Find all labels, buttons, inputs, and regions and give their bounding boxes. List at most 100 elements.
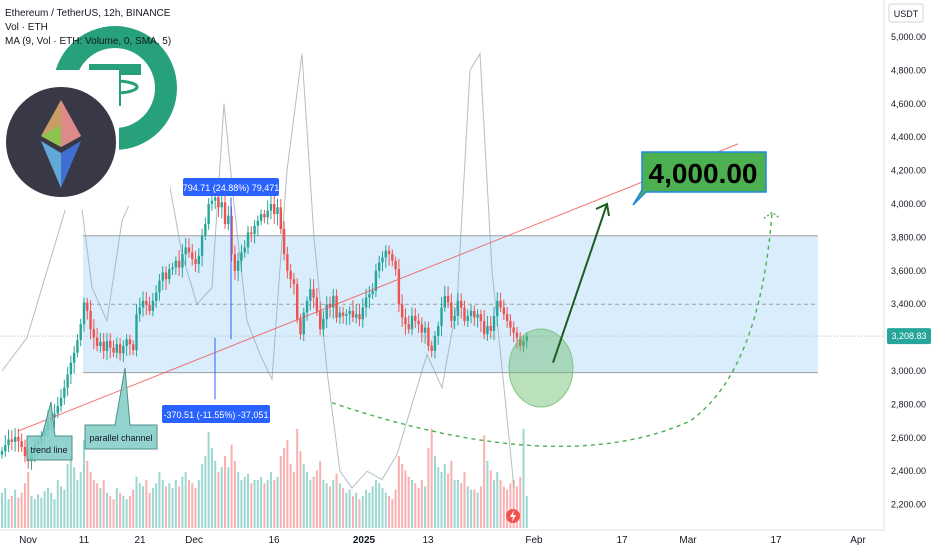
candle-body[interactable]	[266, 210, 269, 218]
candle-body[interactable]	[469, 310, 473, 316]
candle-body[interactable]	[66, 374, 69, 388]
candle-body[interactable]	[122, 345, 125, 354]
candle-body[interactable]	[86, 302, 89, 311]
candle-body[interactable]	[519, 337, 522, 346]
candle-body[interactable]	[302, 312, 305, 335]
candle-body[interactable]	[391, 254, 394, 261]
candle-body[interactable]	[515, 332, 519, 338]
candle-body[interactable]	[207, 204, 210, 225]
target-arrow[interactable]	[552, 203, 608, 363]
candle-body[interactable]	[479, 314, 483, 321]
candle-body[interactable]	[279, 207, 282, 230]
candle-body[interactable]	[141, 300, 145, 308]
candle-body[interactable]	[95, 337, 99, 346]
candle-body[interactable]	[397, 269, 401, 305]
candle-body[interactable]	[325, 304, 328, 320]
candle-body[interactable]	[309, 289, 312, 301]
candle-body[interactable]	[423, 327, 427, 333]
projection-curve[interactable]	[331, 212, 773, 448]
candle-body[interactable]	[161, 272, 164, 281]
candle-body[interactable]	[338, 312, 342, 318]
candle-body[interactable]	[210, 200, 214, 204]
candle-body[interactable]	[414, 315, 417, 321]
candle-body[interactable]	[13, 436, 17, 442]
candle-body[interactable]	[335, 295, 338, 318]
candle-body[interactable]	[420, 324, 424, 333]
candle-body[interactable]	[387, 250, 391, 255]
candle-body[interactable]	[204, 224, 207, 236]
candle-body[interactable]	[525, 336, 528, 341]
candle-body[interactable]	[489, 325, 492, 331]
candle-body[interactable]	[355, 314, 358, 318]
candle-body[interactable]	[125, 339, 128, 346]
candle-body[interactable]	[437, 325, 440, 336]
candle-body[interactable]	[253, 225, 256, 235]
candle-body[interactable]	[240, 252, 243, 261]
candle-body[interactable]	[138, 307, 141, 315]
candle-body[interactable]	[410, 315, 414, 330]
candle-body[interactable]	[148, 305, 151, 311]
candle-body[interactable]	[322, 319, 325, 330]
candle-body[interactable]	[194, 259, 197, 265]
candle-body[interactable]	[236, 260, 240, 271]
candle-body[interactable]	[233, 254, 237, 271]
candle-body[interactable]	[132, 344, 135, 351]
candle-body[interactable]	[63, 387, 66, 398]
candle-body[interactable]	[118, 344, 122, 354]
candle-body[interactable]	[433, 335, 437, 351]
candle-body[interactable]	[250, 232, 253, 235]
candle-body[interactable]	[109, 340, 112, 348]
candle-body[interactable]	[378, 262, 381, 271]
candle-body[interactable]	[105, 340, 109, 351]
candle-body[interactable]	[512, 327, 515, 333]
candle-body[interactable]	[351, 310, 355, 318]
candle-body[interactable]	[154, 292, 158, 301]
candle-body[interactable]	[282, 229, 286, 255]
candle-body[interactable]	[115, 344, 118, 353]
candle-body[interactable]	[59, 397, 63, 407]
candle-body[interactable]	[92, 329, 96, 338]
candle-body[interactable]	[223, 202, 227, 225]
candle-body[interactable]	[135, 314, 138, 351]
candle-body[interactable]	[276, 207, 279, 215]
candle-body[interactable]	[82, 302, 86, 325]
candle-body[interactable]	[348, 310, 351, 315]
candle-body[interactable]	[227, 215, 230, 225]
candle-body[interactable]	[496, 300, 499, 316]
parallel-channel-callout[interactable]	[84, 367, 158, 450]
candle-body[interactable]	[446, 295, 450, 303]
candle-body[interactable]	[76, 340, 79, 353]
candle-body[interactable]	[368, 294, 371, 298]
candle-body[interactable]	[259, 214, 263, 221]
candle-body[interactable]	[0, 451, 4, 455]
candle-body[interactable]	[174, 260, 178, 268]
candle-body[interactable]	[312, 289, 315, 298]
candle-body[interactable]	[263, 214, 266, 218]
candle-body[interactable]	[177, 260, 181, 268]
candle-body[interactable]	[463, 307, 466, 321]
candle-body[interactable]	[450, 302, 453, 321]
candle-body[interactable]	[332, 295, 335, 308]
candle-body[interactable]	[72, 352, 76, 363]
candle-body[interactable]	[502, 307, 506, 315]
candle-body[interactable]	[361, 307, 364, 320]
candle-body[interactable]	[256, 220, 260, 226]
candle-body[interactable]	[145, 300, 148, 306]
candle-body[interactable]	[23, 446, 27, 457]
candle-body[interactable]	[112, 347, 115, 353]
candle-body[interactable]	[522, 340, 525, 346]
candle-body[interactable]	[430, 345, 433, 351]
candle-body[interactable]	[217, 197, 220, 208]
candle-body[interactable]	[486, 325, 489, 335]
candle-body[interactable]	[299, 319, 302, 335]
candle-body[interactable]	[407, 324, 410, 330]
candle-body[interactable]	[289, 270, 292, 280]
candle-body[interactable]	[296, 284, 299, 320]
candle-body[interactable]	[499, 300, 502, 308]
candle-body[interactable]	[7, 439, 10, 446]
candle-body[interactable]	[158, 280, 161, 293]
candle-body[interactable]	[505, 314, 509, 321]
candle-body[interactable]	[358, 314, 361, 320]
